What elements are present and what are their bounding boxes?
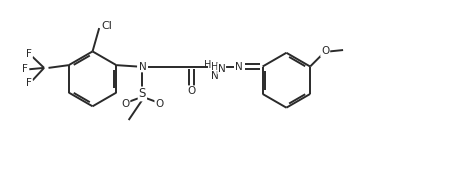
Text: O: O bbox=[320, 46, 329, 56]
Text: H: H bbox=[211, 62, 219, 71]
Text: N: N bbox=[138, 62, 146, 71]
Text: N: N bbox=[235, 62, 243, 71]
Text: Cl: Cl bbox=[101, 21, 112, 31]
Text: F: F bbox=[22, 64, 28, 74]
Text: N: N bbox=[217, 64, 225, 74]
Text: O: O bbox=[187, 86, 195, 96]
Text: N: N bbox=[211, 71, 219, 81]
Text: S: S bbox=[138, 87, 146, 100]
Text: H: H bbox=[204, 60, 211, 70]
Text: F: F bbox=[26, 78, 32, 88]
Text: O: O bbox=[155, 99, 163, 109]
Text: F: F bbox=[26, 49, 32, 59]
Text: O: O bbox=[121, 99, 129, 109]
